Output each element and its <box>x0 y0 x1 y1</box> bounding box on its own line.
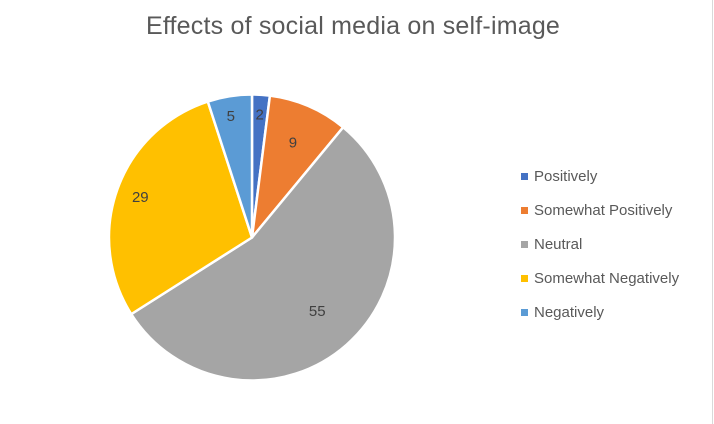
legend-swatch-somewhat-negatively <box>521 274 528 282</box>
legend-label-negatively: Negatively <box>534 303 605 321</box>
legend-swatch-positively <box>521 173 528 181</box>
legend-item-positively: Positively <box>521 160 679 194</box>
pie-slice-negatively <box>206 93 254 239</box>
pie-slice-neutral <box>130 126 397 382</box>
chart-title: Effects of social media on self-image <box>145 12 561 40</box>
data-label-somewhat-positively: 9 <box>289 135 297 152</box>
legend-label-neutral: Neutral <box>534 235 583 253</box>
data-label-neutral: 55 <box>309 303 326 320</box>
legend-label-somewhat-positively: Somewhat Positively <box>534 202 673 220</box>
legend-item-neutral: Neutral <box>521 228 679 262</box>
legend-item-somewhat-positively: Somewhat Positively <box>521 194 679 228</box>
legend-swatch-neutral <box>521 240 528 248</box>
legend-item-negatively: Negatively <box>521 295 679 329</box>
legend-label-somewhat-negatively: Somewhat Negatively <box>534 269 680 287</box>
data-label-somewhat-negatively: 29 <box>132 189 149 206</box>
pie-slice-somewhat-positively <box>250 94 345 239</box>
legend: Positively Somewhat Positively Neutral S… <box>521 160 679 329</box>
chart-border <box>712 0 713 424</box>
data-label-negatively: 5 <box>227 108 235 125</box>
legend-swatch-negatively <box>521 308 528 316</box>
legend-swatch-somewhat-positively <box>521 207 528 215</box>
data-label-positively: 2 <box>256 106 264 123</box>
legend-label-positively: Positively <box>534 168 598 186</box>
pie-slice-somewhat-negatively <box>107 100 254 316</box>
legend-item-somewhat-negatively: Somewhat Negatively <box>521 261 679 295</box>
